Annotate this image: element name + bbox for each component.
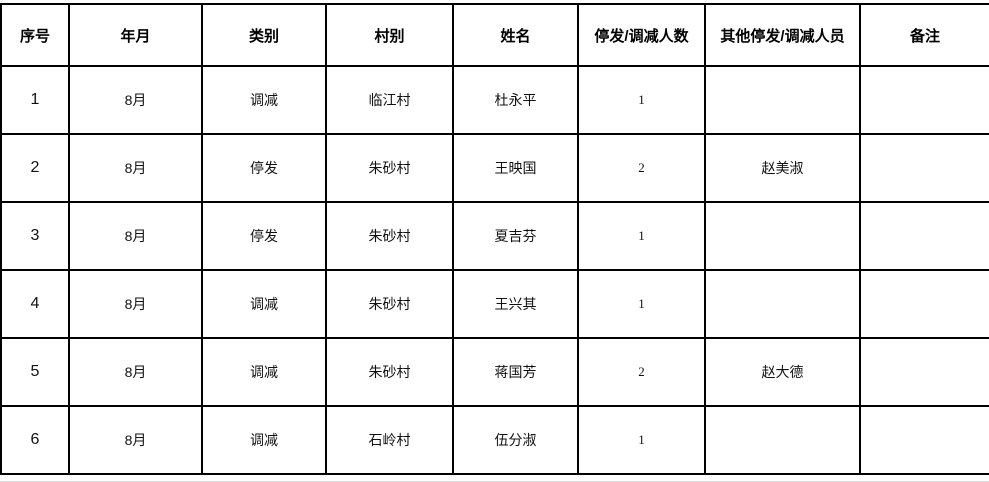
cell-remark (859, 201, 989, 271)
table-row: 6 8月 调减 石岭村 伍分淑 1 (0, 405, 989, 475)
cell-remark (859, 405, 989, 475)
cell-seq: 2 (0, 133, 70, 203)
cell-month: 8月 (68, 405, 203, 475)
cell-others (704, 201, 861, 271)
column-header-others: 其他停发/调减人员 (704, 3, 861, 67)
cell-name: 王映国 (452, 133, 579, 203)
table-row: 4 8月 调减 朱砂村 王兴其 1 (0, 269, 989, 339)
cell-others (704, 65, 861, 135)
cell-seq: 6 (0, 405, 70, 475)
cell-name: 伍分淑 (452, 405, 579, 475)
cell-village: 朱砂村 (325, 201, 454, 271)
cell-category: 调减 (201, 269, 327, 339)
table-row: 3 8月 停发 朱砂村 夏吉芬 1 (0, 201, 989, 271)
column-header-count: 停发/调减人数 (577, 3, 706, 67)
cell-count: 2 (577, 337, 706, 407)
cell-count: 2 (577, 133, 706, 203)
cell-month: 8月 (68, 133, 203, 203)
cell-count: 1 (577, 405, 706, 475)
cell-name: 王兴其 (452, 269, 579, 339)
cell-remark (859, 133, 989, 203)
cell-name: 杜永平 (452, 65, 579, 135)
record-table-container: 序号 年月 类别 村别 姓名 停发/调减人数 其他停发/调减人员 备注 1 8月 调减 临江村 杜永平… (0, 3, 989, 475)
cell-category: 调减 (201, 65, 327, 135)
column-header-category: 类别 (201, 3, 327, 67)
cell-village: 朱砂村 (325, 337, 454, 407)
cell-village: 朱砂村 (325, 133, 454, 203)
cell-others (704, 269, 861, 339)
cell-remark (859, 65, 989, 135)
cell-category: 停发 (201, 201, 327, 271)
cell-others: 赵大德 (704, 337, 861, 407)
cell-count: 1 (577, 65, 706, 135)
cell-name: 蒋国芳 (452, 337, 579, 407)
cell-others: 赵美淑 (704, 133, 861, 203)
cell-month: 8月 (68, 201, 203, 271)
cell-category: 调减 (201, 405, 327, 475)
cell-month: 8月 (68, 337, 203, 407)
stop-reduce-record-table: 序号 年月 类别 村别 姓名 停发/调减人数 其他停发/调减人员 备注 1 8月 调减 临江村 杜永平… (0, 3, 989, 475)
cell-category: 调减 (201, 337, 327, 407)
table-header-row: 序号 年月 类别 村别 姓名 停发/调减人数 其他停发/调减人员 备注 (0, 3, 989, 67)
cell-village: 临江村 (325, 65, 454, 135)
column-header-month: 年月 (68, 3, 203, 67)
cell-remark (859, 269, 989, 339)
cell-others (704, 405, 861, 475)
cell-category: 停发 (201, 133, 327, 203)
cell-seq: 5 (0, 337, 70, 407)
cell-seq: 4 (0, 269, 70, 339)
column-header-seq: 序号 (0, 3, 70, 67)
table-row: 5 8月 调减 朱砂村 蒋国芳 2 赵大德 (0, 337, 989, 407)
cell-name: 夏吉芬 (452, 201, 579, 271)
column-header-name: 姓名 (452, 3, 579, 67)
column-header-remark: 备注 (859, 3, 989, 67)
cell-month: 8月 (68, 269, 203, 339)
cell-seq: 1 (0, 65, 70, 135)
cell-village: 石岭村 (325, 405, 454, 475)
cell-month: 8月 (68, 65, 203, 135)
table-row: 1 8月 调减 临江村 杜永平 1 (0, 65, 989, 135)
cell-seq: 3 (0, 201, 70, 271)
cell-count: 1 (577, 269, 706, 339)
cell-village: 朱砂村 (325, 269, 454, 339)
table-row: 2 8月 停发 朱砂村 王映国 2 赵美淑 (0, 133, 989, 203)
column-header-village: 村别 (325, 3, 454, 67)
cell-remark (859, 337, 989, 407)
cell-count: 1 (577, 201, 706, 271)
